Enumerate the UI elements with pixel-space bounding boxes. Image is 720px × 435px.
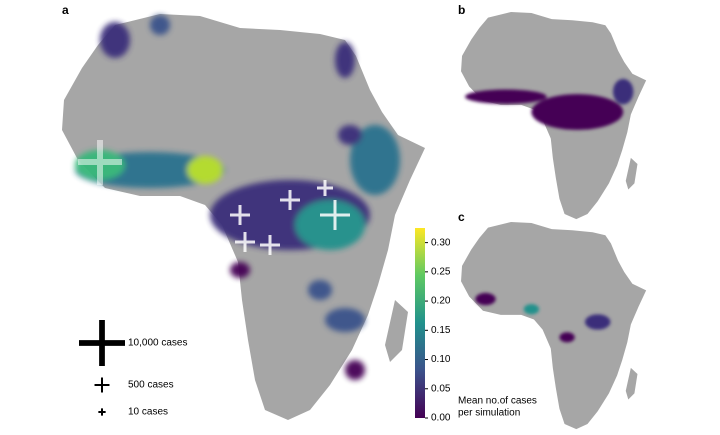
- colorbar-label: Mean no.of cases: [458, 396, 537, 407]
- map-c: [461, 222, 647, 430]
- colorbar-tick-label: 0.05: [431, 383, 451, 394]
- map-a: [62, 14, 425, 420]
- colorbar-tick-label: 0.25: [431, 266, 451, 277]
- size-legend-label: 10 cases: [128, 407, 168, 418]
- colorbar-tick-label: 0.15: [431, 325, 451, 336]
- colorbar-label: per simulation: [458, 408, 520, 419]
- colorbar-tick-label: 0.10: [431, 354, 451, 365]
- panel-label: b: [458, 3, 465, 17]
- colorbar: [415, 228, 425, 418]
- map-b: [461, 12, 647, 220]
- size-legend-cross: [94, 377, 110, 393]
- size-legend-cross: [79, 320, 125, 366]
- panel-label: a: [62, 3, 69, 17]
- size-legend-cross: [98, 408, 106, 416]
- size-legend-label: 500 cases: [128, 380, 174, 391]
- colorbar-tick-label: 0.30: [431, 237, 451, 248]
- colorbar-tick-label: 0.00: [431, 413, 451, 424]
- panel-label: c: [458, 210, 465, 224]
- size-legend-label: 10,000 cases: [128, 338, 188, 349]
- colorbar-tick-label: 0.20: [431, 296, 451, 307]
